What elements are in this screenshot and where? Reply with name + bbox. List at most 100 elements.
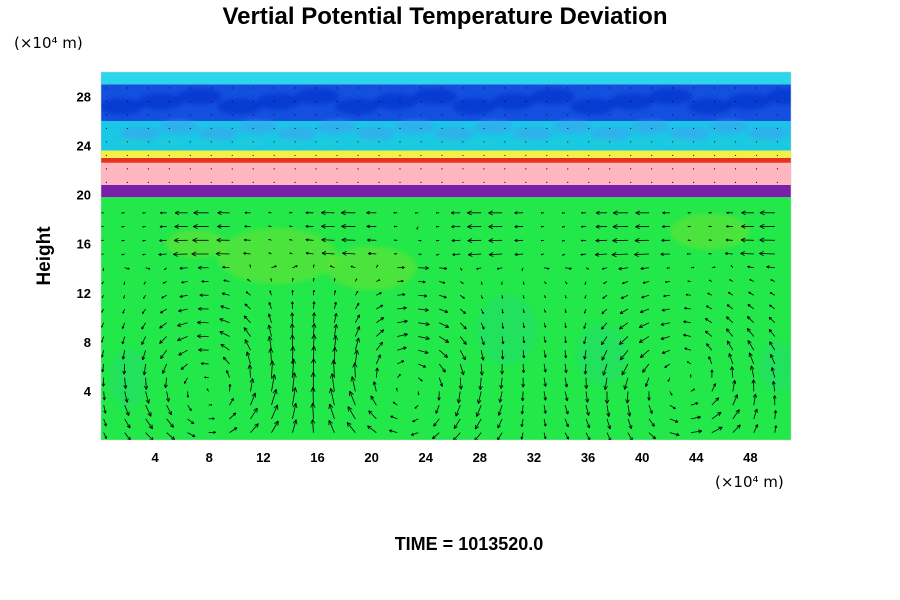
wind-vector-dot	[252, 181, 254, 183]
wind-vector-head	[375, 367, 378, 371]
wind-vector-head	[770, 353, 774, 357]
wind-vector-head	[746, 316, 749, 320]
wind-vector-head	[727, 340, 731, 344]
wind-vector-shaft	[418, 294, 427, 297]
wind-vector-head	[368, 410, 373, 413]
wind-vector-head	[543, 410, 546, 414]
wind-vector-head	[497, 425, 501, 429]
wind-vector-shaft	[342, 252, 356, 255]
wind-vector-dot	[525, 127, 527, 130]
wind-vector-head	[759, 223, 765, 227]
wind-vector-shaft	[179, 294, 188, 298]
wind-vector-head	[121, 239, 123, 242]
wind-vector-shaft	[321, 239, 335, 241]
x-tick-label: 24	[418, 450, 433, 465]
wind-vector-head	[149, 439, 153, 440]
lower-cyan-patch	[308, 139, 345, 148]
wind-vector-head	[639, 309, 643, 313]
wind-vector-head	[151, 424, 153, 429]
wind-vector-head	[751, 365, 755, 370]
upper-light-patch	[277, 126, 318, 141]
wind-vector-shaft	[606, 418, 611, 430]
wind-vector-head	[335, 313, 338, 317]
wind-vector-head	[460, 269, 463, 271]
wind-vector-shaft	[585, 418, 590, 429]
wind-vector-head	[102, 397, 105, 401]
wind-vector-head	[612, 210, 618, 214]
wind-vector-shaft	[368, 410, 377, 420]
wind-vector-head	[191, 251, 197, 255]
wind-vector-shaft	[642, 363, 650, 373]
wind-vector-head	[583, 341, 585, 345]
wind-vector-dot	[168, 87, 170, 89]
wind-vector-shaft	[747, 340, 755, 351]
wind-vector-head	[600, 326, 603, 330]
wind-vector-shaft	[219, 331, 230, 337]
wind-vector-head	[332, 335, 337, 340]
wind-vector-head	[660, 322, 664, 326]
wind-vector-head	[158, 252, 162, 255]
wind-vector-shaft	[705, 330, 713, 337]
wind-vector-dot	[105, 87, 108, 89]
wind-vector-head	[476, 399, 479, 404]
wind-vector-dot	[692, 87, 695, 89]
wind-vector-head	[488, 224, 493, 228]
wind-vector-head	[321, 225, 326, 229]
wind-vector-head	[321, 212, 326, 216]
wind-vector-head	[488, 226, 494, 230]
wind-vector-dot	[525, 154, 527, 157]
wind-vector-head	[564, 398, 568, 402]
wind-vector-head	[410, 432, 414, 436]
wind-vector-head	[160, 355, 162, 359]
plot-frame	[100, 71, 792, 441]
wind-vector-head	[179, 294, 183, 298]
lower-cyan-patch	[426, 139, 463, 148]
wind-vector-dot	[420, 114, 422, 116]
wind-vector-shaft	[354, 337, 360, 351]
wind-vector-shaft	[621, 363, 629, 376]
wind-vector-dot	[210, 168, 212, 170]
wind-vector-dot	[210, 141, 212, 143]
wind-vector-head	[661, 238, 665, 241]
wind-vector-head	[122, 370, 125, 375]
wind-vector-dot	[336, 181, 338, 183]
wind-vector-shaft	[375, 354, 381, 365]
wind-vector-shaft	[619, 349, 629, 361]
wind-vector-head	[313, 301, 316, 305]
wind-vector-head	[165, 384, 168, 389]
wind-vector-head	[755, 393, 758, 398]
wind-vector-dot	[776, 100, 779, 103]
wind-vector-dot	[630, 87, 632, 89]
wind-vector-dot	[734, 100, 737, 103]
wind-vector-head	[564, 384, 568, 388]
wind-vector-dot	[609, 181, 611, 183]
wind-vector-head	[635, 226, 640, 230]
wind-vector-head	[243, 315, 246, 320]
wind-vector-shaft	[271, 420, 279, 433]
wind-vector-shaft	[354, 314, 360, 323]
wind-vector-dot	[525, 114, 527, 116]
wind-vector-head	[380, 329, 384, 332]
wind-vector-head	[580, 253, 583, 256]
wind-vector-shaft	[376, 341, 383, 351]
wind-vector-shaft	[143, 363, 147, 376]
wind-vector-shaft	[268, 313, 272, 323]
wind-vector-head	[676, 432, 680, 436]
wind-vector-head	[382, 329, 385, 334]
wind-vector-shaft	[602, 363, 608, 376]
wind-vector-shaft	[397, 320, 408, 324]
wind-vector-head	[567, 397, 569, 402]
x-tick-label: 44	[689, 450, 704, 465]
lower-cyan-patch	[779, 139, 791, 147]
wind-vector-head	[638, 324, 642, 328]
wind-vector-head	[543, 436, 546, 440]
wind-vector-shaft	[459, 336, 467, 345]
wind-vector-head	[736, 424, 741, 427]
wind-vector-dot	[734, 87, 737, 89]
wind-vector-head	[354, 349, 358, 355]
wind-vector-head	[717, 397, 720, 402]
wind-vector-head	[404, 320, 408, 324]
wind-vector-dot	[504, 141, 506, 143]
wind-vector-head	[443, 356, 448, 358]
